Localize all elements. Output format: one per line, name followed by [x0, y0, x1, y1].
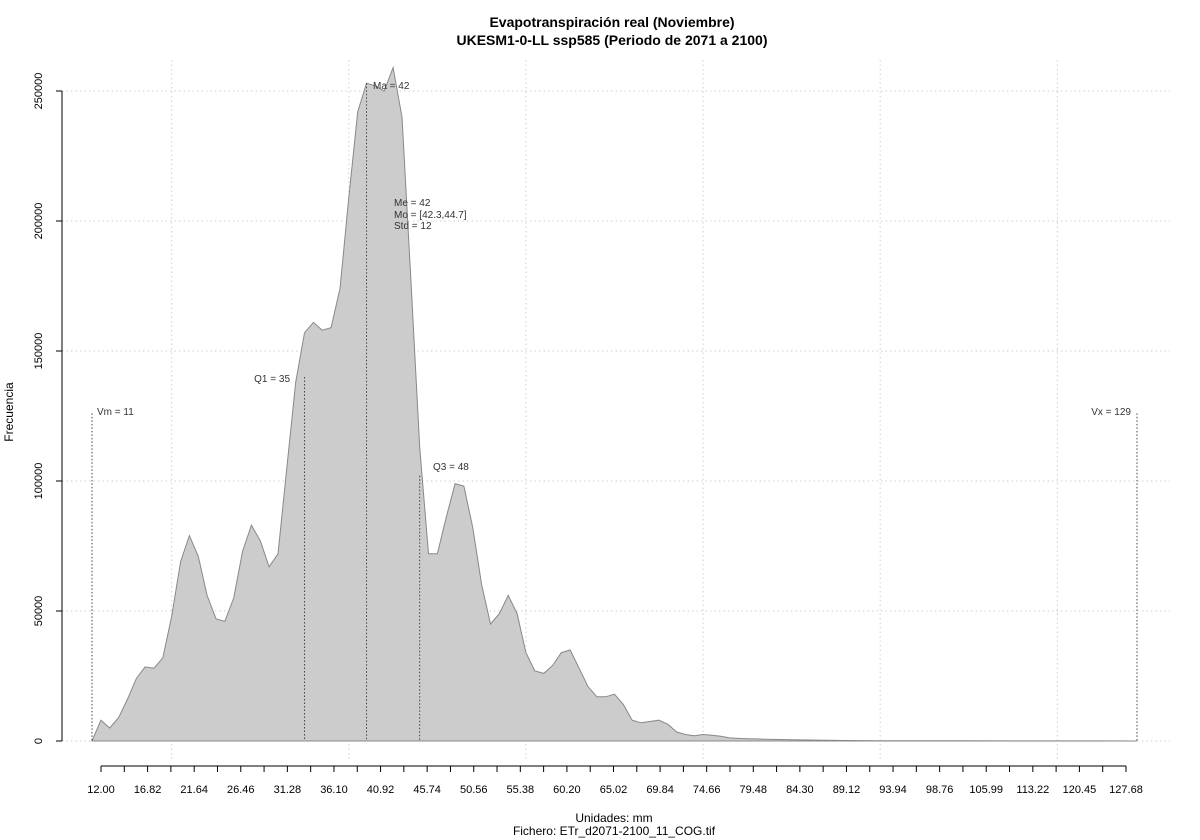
x-tick-label: 12.00 — [87, 784, 115, 796]
x-tick-label: 26.46 — [227, 784, 255, 796]
x-tick-label: 79.48 — [740, 784, 768, 796]
y-tick-label: 200000 — [33, 203, 45, 240]
x-tick-label: 93.94 — [879, 784, 907, 796]
x-axis-label: Unidades: mm — [575, 811, 652, 825]
x-tick-label: 36.10 — [320, 784, 348, 796]
y-axis: 0 50000 100000 150000 200000 250000 — [33, 73, 63, 744]
x-tick-label: 120.45 — [1063, 784, 1097, 796]
frequency-area-shape — [91, 65, 1138, 742]
min-annotation: Vm = 11 — [97, 407, 134, 418]
x-tick-label: 40.92 — [367, 784, 395, 796]
q1-annotation: Q1 = 35 — [254, 374, 290, 385]
x-axis: 12.00 16.82 21.64 26.46 31.28 36.10 40.92 45.74… — [87, 765, 1143, 796]
q3-annotation: Q3 = 48 — [433, 462, 469, 473]
max-annotation: Vx = 129 — [1091, 407, 1131, 418]
x-tick-label: 105.99 — [969, 784, 1003, 796]
y-tick-label: 0 — [33, 738, 45, 744]
median-annotation: Me = 42 — [394, 198, 431, 209]
file-caption: Fichero: ETr_d2071-2100_11_COG.tif — [513, 824, 716, 838]
y-tick-label: 250000 — [33, 73, 45, 110]
x-tick-label: 65.02 — [600, 784, 628, 796]
x-tick-label: 16.82 — [134, 784, 162, 796]
x-tick-label: 98.76 — [926, 784, 954, 796]
x-tick-label: 127.68 — [1109, 784, 1143, 796]
chart-title: Evapotranspiración real (Noviembre) — [489, 14, 734, 30]
mean-annotation: Ma = 42 — [373, 81, 410, 92]
x-tick-label: 60.20 — [553, 784, 581, 796]
x-tick-label: 74.66 — [693, 784, 721, 796]
x-tick-label: 89.12 — [833, 784, 861, 796]
x-tick-label: 31.28 — [274, 784, 302, 796]
x-tick-label: 45.74 — [413, 784, 441, 796]
std-annotation: Std = 12 — [394, 221, 432, 232]
chart-subtitle: UKESM1-0-LL ssp585 (Periodo de 2071 a 21… — [457, 32, 768, 48]
stat-markers — [91, 83, 1138, 741]
y-tick-label: 100000 — [33, 463, 45, 500]
x-tick-label: 84.30 — [786, 784, 814, 796]
mode-annotation: Mo = [42.3,44.7] — [394, 210, 467, 221]
y-tick-label: 50000 — [33, 596, 45, 627]
x-tick-label: 50.56 — [460, 784, 488, 796]
x-tick-label: 55.38 — [507, 784, 535, 796]
x-tick-label: 69.84 — [646, 784, 674, 796]
x-tick-label: 21.64 — [180, 784, 208, 796]
x-tick-label: 113.22 — [1016, 784, 1049, 796]
frequency-area — [91, 65, 1138, 742]
y-tick-label: 150000 — [33, 333, 45, 370]
y-axis-label: Frecuencia — [2, 382, 16, 442]
